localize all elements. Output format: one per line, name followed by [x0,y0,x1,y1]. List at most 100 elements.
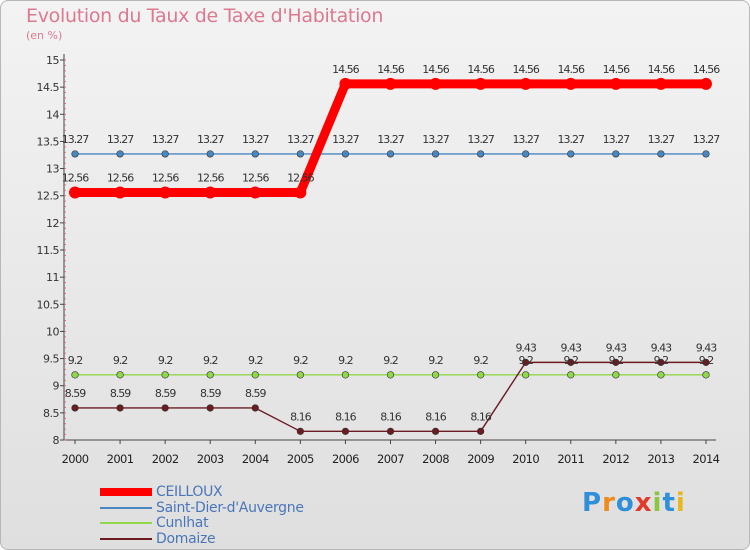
data-label: 13.27 [648,133,675,146]
data-label: 9.43 [561,341,582,354]
data-point [341,371,350,379]
data-point [702,358,710,366]
data-label: 9.2 [564,354,579,367]
data-point [384,77,397,90]
data-point [341,427,350,435]
x-tick-label: 2008 [422,452,449,466]
data-point [702,371,710,379]
data-point [249,186,262,199]
data-label: 12.56 [152,171,179,184]
data-point [71,371,79,379]
data-label: 12.56 [107,171,134,184]
data-point [294,186,307,199]
x-tick-label: 2013 [647,452,674,466]
data-label: 8.16 [290,410,311,423]
legend-swatch [100,506,152,509]
legend-item: Saint-Dier-d'Auvergne [100,500,304,516]
logo-letter: P [582,488,603,518]
data-point [116,150,124,158]
data-label: 13.27 [603,133,630,146]
data-label: 12.56 [62,171,89,184]
logo-letter: r [602,488,616,518]
data-point [429,77,442,90]
data-label: 14.56 [422,63,449,76]
data-label: 13.27 [512,133,539,146]
data-point [116,371,124,379]
x-tick-label: 2009 [467,452,494,466]
data-label: 8.16 [425,410,446,423]
data-point [612,371,620,379]
data-label: 9.2 [68,354,83,367]
x-tick-label: 2002 [152,452,179,466]
data-label: 13.27 [693,133,720,146]
data-label: 9.2 [158,354,173,367]
data-point [251,404,259,412]
data-label: 13.27 [62,133,89,146]
x-tick-label: 2006 [332,452,359,466]
data-point [116,404,124,412]
data-label: 14.56 [693,63,720,76]
data-point [296,427,304,435]
legend-item: CEILLOUX [100,484,223,500]
legend-item: Cunlhat [100,515,209,531]
legend-swatch [100,537,152,540]
data-label: 8.59 [155,387,176,400]
data-point [609,77,622,90]
data-point [702,150,710,158]
data-point [251,371,259,379]
data-point [699,77,712,90]
data-label: 13.27 [332,133,359,146]
data-point [386,150,395,158]
data-label: 9.43 [651,341,672,354]
data-point [474,77,487,90]
data-label: 9.2 [338,354,353,367]
data-point [567,150,575,158]
data-point [206,404,214,412]
data-point [161,404,169,412]
y-axis-unit-label: (en %) [26,29,63,42]
legend-swatch [100,522,152,524]
data-point [386,427,395,435]
legend-label: CEILLOUX [156,484,223,500]
data-point [519,77,532,90]
data-label: 13.27 [422,133,449,146]
data-label: 9.2 [699,354,714,367]
y-tick-label: 12 [46,217,59,230]
data-point [431,371,440,379]
data-label: 9.2 [654,354,669,367]
data-label: 9.2 [473,354,488,367]
legend-label: Saint-Dier-d'Auvergne [156,499,304,516]
legend-swatch [100,488,152,496]
logo-letter: o [615,488,635,518]
data-point [161,150,169,158]
legend-label: Cunlhat [156,515,209,531]
data-label: 13.27 [287,133,314,146]
data-point [114,186,127,199]
logo-letter: i [652,488,663,518]
data-point [657,358,665,366]
data-label: 9.2 [293,354,308,367]
data-point [251,150,259,158]
data-label: 9.2 [113,354,128,367]
data-point [161,371,169,379]
data-label: 14.56 [558,63,585,76]
data-label: 14.56 [512,63,539,76]
y-tick-label: 8.5 [43,407,59,420]
legend-label: Domaize [156,530,216,547]
data-label: 13.27 [467,133,494,146]
chart-title: Evolution du Taux de Taxe d'Habitation [26,5,384,27]
data-label: 9.43 [696,341,717,354]
data-label: 9.2 [383,354,398,367]
data-label: 14.56 [467,63,494,76]
proxiti-logo: Proxiti [582,488,686,518]
data-point [567,358,575,366]
x-tick-label: 2010 [512,452,539,466]
data-point [612,150,620,158]
data-label: 8.16 [335,410,356,423]
data-label: 8.16 [380,410,401,423]
data-point [654,77,667,90]
x-tick-label: 2003 [197,452,224,466]
logo-letter: x [634,488,653,518]
